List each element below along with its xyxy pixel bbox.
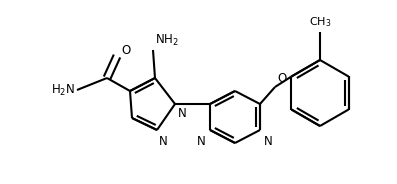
Text: N: N xyxy=(178,107,187,120)
Text: CH$_3$: CH$_3$ xyxy=(309,15,331,29)
Text: NH$_2$: NH$_2$ xyxy=(155,33,179,48)
Text: O: O xyxy=(277,72,286,85)
Text: O: O xyxy=(121,45,130,57)
Text: N: N xyxy=(264,135,273,148)
Text: N: N xyxy=(159,135,168,148)
Text: H$_2$N: H$_2$N xyxy=(51,82,75,98)
Text: N: N xyxy=(197,135,206,148)
